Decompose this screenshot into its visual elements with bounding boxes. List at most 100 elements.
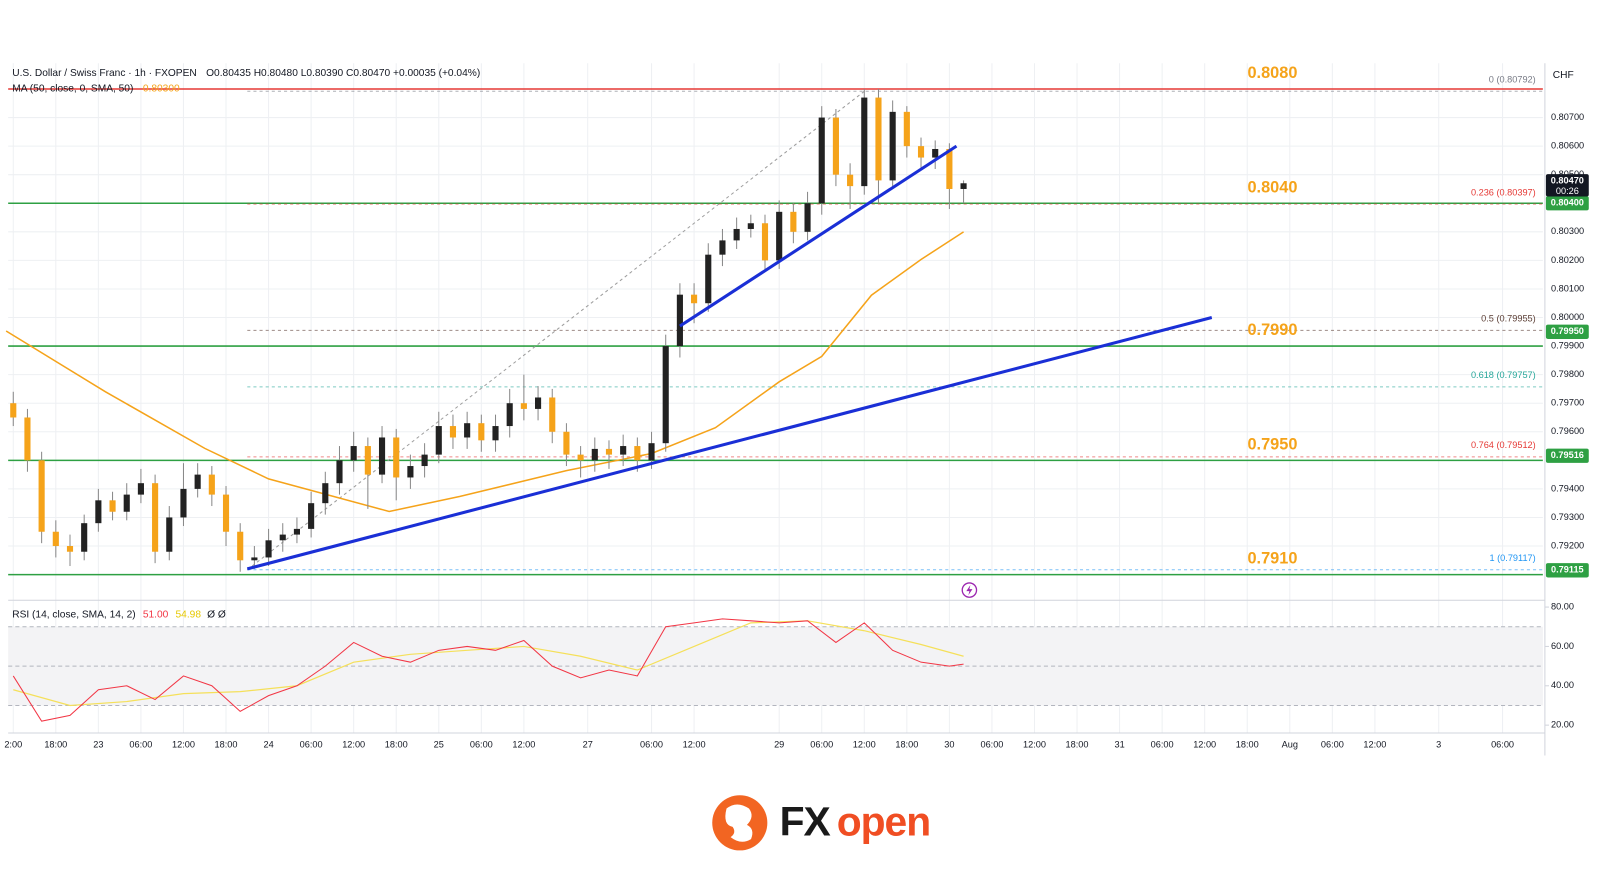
candle-body: [861, 97, 868, 187]
y-tick-label: 0.79700: [1551, 398, 1584, 408]
y-tick-label: 0.79800: [1551, 369, 1584, 379]
fib-label: 0.618 (0.79757): [1471, 370, 1536, 380]
rsi-ma-value: 54.98: [176, 609, 202, 620]
level-label: 0.8040: [1247, 178, 1297, 196]
candle-body: [648, 443, 655, 461]
candle-body: [364, 446, 371, 475]
candle-body: [52, 531, 59, 547]
candle-body: [804, 203, 811, 232]
x-tick-label: 2:00: [4, 740, 22, 750]
x-tick-label: 06:00: [300, 740, 323, 750]
candle-body: [620, 446, 627, 455]
candle-body: [393, 437, 400, 478]
x-tick-label: 06:00: [1151, 740, 1174, 750]
candle-body: [591, 448, 598, 461]
rsi-value: 51.00: [143, 609, 169, 620]
x-tick-label: 18:00: [1066, 740, 1089, 750]
candle-body: [350, 446, 357, 461]
x-tick-label: 06:00: [1491, 740, 1514, 750]
candle-body: [293, 528, 300, 535]
candle-body: [66, 546, 74, 552]
price-tag-label: 0.79950: [1551, 326, 1584, 336]
candle-body: [180, 488, 187, 518]
x-tick-label: 06:00: [129, 740, 152, 750]
candle-body: [123, 494, 130, 512]
x-tick-label: 29: [774, 740, 784, 750]
ma-title: MA (50, close, 0, SMA, 50): [12, 84, 133, 95]
candle-body: [761, 223, 769, 261]
x-tick-label: 31: [1114, 740, 1124, 750]
logo-accent: open: [837, 799, 930, 845]
level-label: 0.7950: [1247, 435, 1297, 453]
trendline: [679, 144, 958, 328]
rsi-tick-label: 40.00: [1551, 680, 1574, 690]
y-tick-label: 0.80600: [1551, 141, 1584, 151]
price-tag-label: 0.80400: [1551, 198, 1584, 208]
y-tick-label: 0.80300: [1551, 226, 1584, 236]
x-tick-label: 18:00: [895, 740, 918, 750]
fib-label: 0.764 (0.79512): [1471, 440, 1536, 450]
price-tag: [1545, 448, 1589, 463]
alert-icon: [961, 582, 978, 598]
x-tick-label: 24: [263, 740, 273, 750]
candle-body: [109, 500, 116, 512]
candle-body: [662, 346, 669, 444]
fib-label: 0.5 (0.79955): [1481, 314, 1536, 324]
candle-body: [875, 97, 882, 181]
x-tick-label: 06:00: [640, 740, 663, 750]
x-tick-label: 12:00: [1193, 740, 1216, 750]
candle-body: [719, 240, 726, 255]
fib-diagonal: [246, 90, 865, 571]
level-label: 0.7990: [1247, 321, 1297, 339]
candle-body: [747, 223, 754, 229]
x-tick-label: 12:00: [1023, 740, 1046, 750]
candle-body: [832, 117, 839, 175]
x-tick-label: 23: [93, 740, 103, 750]
candle-body: [960, 183, 967, 189]
x-tick-label: 18:00: [1236, 740, 1259, 750]
candle-body: [95, 500, 102, 524]
y-tick-label: 0.79400: [1551, 483, 1584, 493]
rsi-extra: Ø Ø: [207, 609, 226, 620]
candle-body: [137, 483, 144, 495]
candle-body: [421, 454, 428, 467]
candle-body: [563, 431, 570, 455]
x-tick-label: 18:00: [385, 740, 408, 750]
level-label: 0.7910: [1247, 550, 1297, 568]
candle-body: [946, 148, 953, 189]
candle-body: [676, 294, 683, 347]
candle-body: [166, 517, 173, 552]
symbol-title: U.S. Dollar / Swiss Franc · 1h · FXOPEN: [12, 68, 197, 79]
candle-body: [449, 426, 457, 438]
x-tick-label: 18:00: [215, 740, 238, 750]
logo: FX open: [712, 795, 931, 851]
y-tick-label: 0.79200: [1551, 540, 1584, 550]
candle-body: [520, 403, 527, 409]
candle-body: [506, 403, 513, 427]
candle-body: [237, 531, 244, 561]
candle-body: [847, 174, 854, 187]
candle-body: [492, 426, 499, 441]
candle-body: [903, 111, 910, 147]
x-tick-label: 06:00: [1321, 740, 1344, 750]
fib-label: 0.236 (0.80397): [1471, 187, 1536, 197]
candle-body: [407, 466, 414, 478]
x-tick-label: 25: [434, 740, 444, 750]
current-price-label: 0.80470: [1551, 176, 1584, 186]
x-tick-label: 12:00: [172, 740, 195, 750]
price-tag: [1545, 196, 1589, 211]
y-tick-label: 0.79300: [1551, 512, 1584, 522]
rsi-ma-line: [13, 620, 964, 707]
candle-body: [378, 437, 386, 475]
x-tick-label: 06:00: [980, 740, 1003, 750]
x-tick-label: 12:00: [853, 740, 876, 750]
fib-label: 0 (0.80792): [1489, 74, 1536, 84]
currency: CHF: [1553, 70, 1574, 81]
x-tick-label: Aug: [1282, 740, 1298, 750]
x-tick-label: 12:00: [512, 740, 535, 750]
price-tag: [1545, 324, 1589, 339]
candle-body: [733, 228, 740, 241]
candle-body: [322, 483, 329, 504]
candle-body: [917, 146, 925, 158]
